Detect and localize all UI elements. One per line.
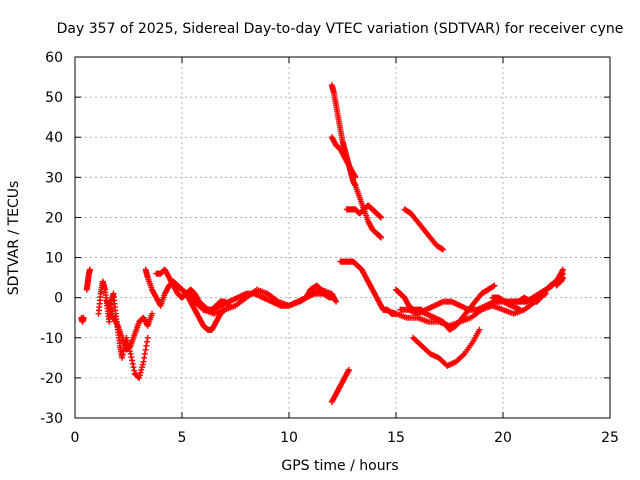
- data-point: [143, 342, 150, 349]
- series-arc-21: [410, 326, 483, 369]
- series-arc-1: [78, 314, 87, 325]
- series-arc-23: [510, 266, 566, 305]
- x-tick-label: 5: [178, 430, 187, 446]
- series-arc-8: [179, 286, 340, 317]
- y-tick-label: 40: [45, 130, 63, 146]
- data-point: [131, 367, 138, 374]
- series-arc-11: [328, 134, 359, 181]
- data-point: [128, 354, 135, 361]
- data-point: [144, 334, 151, 341]
- chart-title: Day 357 of 2025, Sidereal Day-to-day VTE…: [57, 21, 624, 37]
- data-point: [333, 298, 340, 305]
- data-point: [491, 282, 498, 289]
- data-point: [345, 366, 352, 373]
- x-tick-label: 20: [494, 430, 512, 446]
- series-arc-2: [83, 266, 93, 293]
- series-arc-13: [352, 182, 385, 241]
- y-tick-label: -30: [40, 411, 63, 427]
- data-point: [127, 350, 134, 357]
- x-tick-label: 0: [71, 430, 80, 446]
- y-tick-label: -20: [40, 371, 63, 387]
- y-axis-label: SDTVAR / TECUs: [6, 181, 22, 296]
- x-tick-label: 25: [601, 430, 619, 446]
- y-tick-label: 10: [45, 251, 63, 267]
- data-point: [328, 294, 335, 301]
- data-point: [119, 354, 126, 361]
- data-point: [559, 266, 566, 273]
- y-tick-label: -10: [40, 331, 63, 347]
- data-point: [517, 306, 524, 313]
- data-points: [78, 82, 566, 405]
- data-point: [476, 326, 483, 333]
- axis-ticks: 0 5 10 15 20 25 -30 -20 -10 0 10 20 30 40 50 60: [40, 50, 619, 446]
- data-point: [130, 364, 137, 371]
- data-point: [144, 338, 151, 345]
- series-arc-3: [95, 278, 151, 381]
- series-arc-20: [414, 282, 498, 333]
- data-point: [142, 346, 149, 353]
- y-tick-label: 0: [54, 291, 63, 307]
- series-arc-24: [553, 274, 566, 289]
- data-point: [119, 351, 126, 358]
- data-point: [440, 246, 447, 253]
- x-tick-label: 10: [280, 430, 298, 446]
- plot-frame: [74, 56, 611, 419]
- grid-lines: [74, 56, 611, 419]
- series-arc-9: [296, 282, 335, 305]
- data-point: [378, 234, 385, 241]
- series-arc-15: [337, 258, 399, 317]
- series-arc-4: [104, 298, 156, 353]
- data-point: [149, 310, 156, 317]
- x-axis-label: GPS time / hours: [281, 458, 398, 474]
- data-point: [129, 357, 136, 364]
- data-point: [352, 174, 359, 181]
- data-point: [80, 314, 87, 321]
- y-tick-label: 50: [45, 90, 63, 106]
- data-point: [86, 266, 93, 273]
- x-tick-label: 15: [387, 430, 405, 446]
- data-point: [559, 274, 566, 281]
- data-point: [378, 214, 385, 221]
- y-tick-label: 30: [45, 170, 63, 186]
- data-point: [129, 360, 136, 367]
- data-point: [140, 358, 147, 365]
- y-tick-label: 20: [45, 210, 63, 226]
- y-tick-label: 60: [45, 50, 63, 66]
- data-point: [141, 350, 148, 357]
- data-point: [141, 354, 148, 361]
- series-arc-5: [142, 266, 228, 333]
- series-arc-14: [328, 366, 352, 405]
- series-arc-17: [401, 206, 447, 253]
